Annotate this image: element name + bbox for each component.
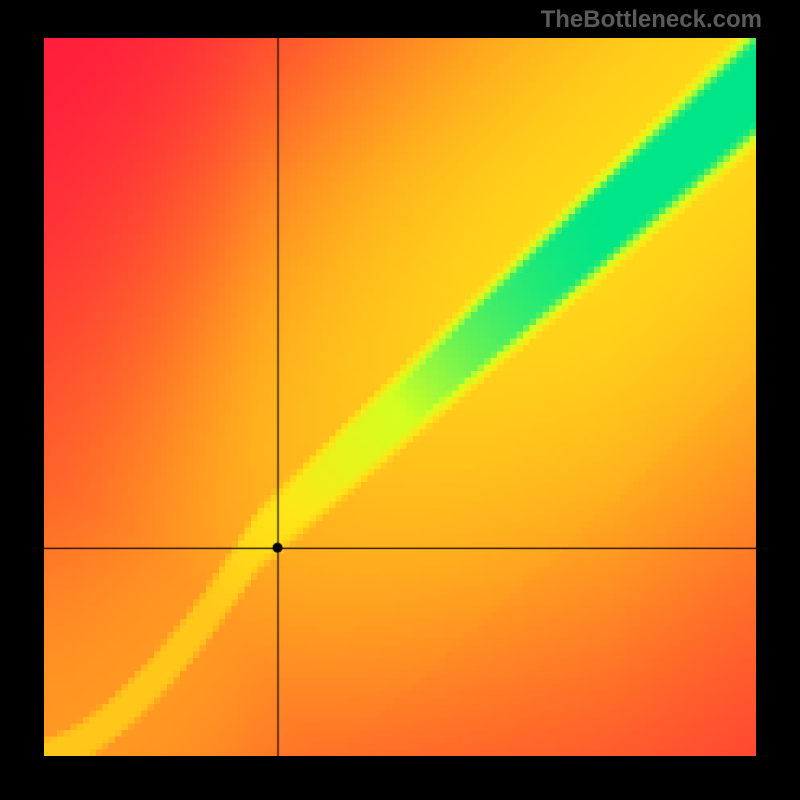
crosshair-overlay — [44, 38, 756, 756]
watermark-text: TheBottleneck.com — [541, 6, 762, 34]
chart-container: TheBottleneck.com — [0, 0, 800, 800]
